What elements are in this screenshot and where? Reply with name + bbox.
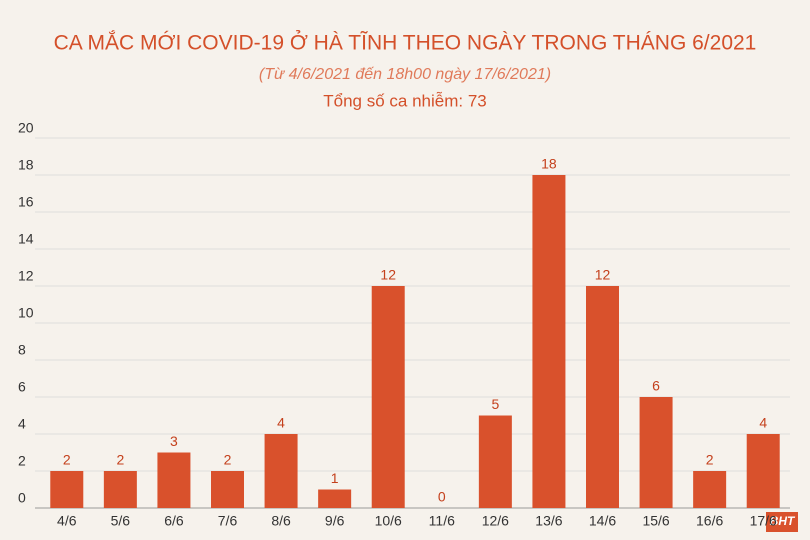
data-label: 4 [759, 415, 767, 431]
data-label: 5 [491, 396, 499, 412]
x-tick-label: 12/6 [482, 513, 509, 529]
x-tick-label: 16/6 [696, 513, 723, 529]
y-tick-label: 6 [18, 379, 26, 395]
x-tick-label: 15/6 [642, 513, 669, 529]
bar [318, 489, 352, 508]
bar [639, 397, 673, 508]
y-tick-label: 0 [18, 490, 26, 506]
y-tick-label: 18 [18, 157, 34, 173]
x-tick-label: 14/6 [589, 513, 616, 529]
data-label: 2 [706, 452, 714, 468]
data-label: 3 [170, 433, 178, 449]
watermark-bg [766, 512, 798, 532]
data-label: 2 [116, 452, 124, 468]
y-tick-label: 8 [18, 342, 26, 358]
bar [371, 286, 405, 508]
x-tick-label: 17/6 [750, 513, 777, 529]
data-label: 12 [380, 267, 396, 283]
bar [478, 415, 512, 508]
bar [50, 471, 84, 508]
x-tick-label: 7/6 [218, 513, 238, 529]
chart-subtitle: (Từ 4/6/2021 đến 18h00 ngày 17/6/2021) [259, 66, 551, 83]
bar [693, 471, 727, 508]
data-label: 0 [438, 489, 446, 505]
data-label: 2 [63, 452, 71, 468]
y-tick-label: 20 [18, 120, 34, 136]
y-tick-label: 16 [18, 194, 34, 210]
data-label: 6 [652, 378, 660, 394]
bar [264, 434, 298, 508]
y-tick-label: 14 [18, 231, 34, 247]
x-tick-label: 5/6 [111, 513, 131, 529]
bar [586, 286, 619, 508]
bar [103, 471, 137, 508]
bar [157, 452, 191, 508]
y-tick-label: 10 [18, 305, 34, 321]
x-tick-label: 10/6 [375, 513, 402, 529]
x-tick-label: 11/6 [429, 513, 455, 529]
bar [211, 471, 244, 508]
x-tick-label: 8/6 [271, 513, 291, 529]
total-annotation: Tổng số ca nhiễm: 73 [323, 91, 486, 110]
x-tick-label: 13/6 [535, 513, 562, 529]
y-tick-label: 4 [18, 416, 26, 432]
bar [746, 434, 780, 508]
chart-title: CA MẮC MỚI COVID-19 Ở HÀ TĨNH THEO NGÀY … [54, 31, 757, 55]
y-tick-label: 12 [18, 268, 34, 284]
bar [532, 175, 566, 508]
watermark: BHT [770, 514, 796, 528]
y-tick-label: 2 [18, 453, 26, 469]
data-label: 18 [541, 156, 557, 172]
data-label: 4 [277, 415, 285, 431]
x-tick-label: 6/6 [164, 513, 184, 529]
x-tick-label: 9/6 [325, 513, 345, 529]
x-tick-label: 4/6 [57, 513, 77, 529]
data-label: 12 [595, 267, 611, 283]
data-label: 2 [224, 452, 232, 468]
data-label: 1 [331, 470, 339, 486]
